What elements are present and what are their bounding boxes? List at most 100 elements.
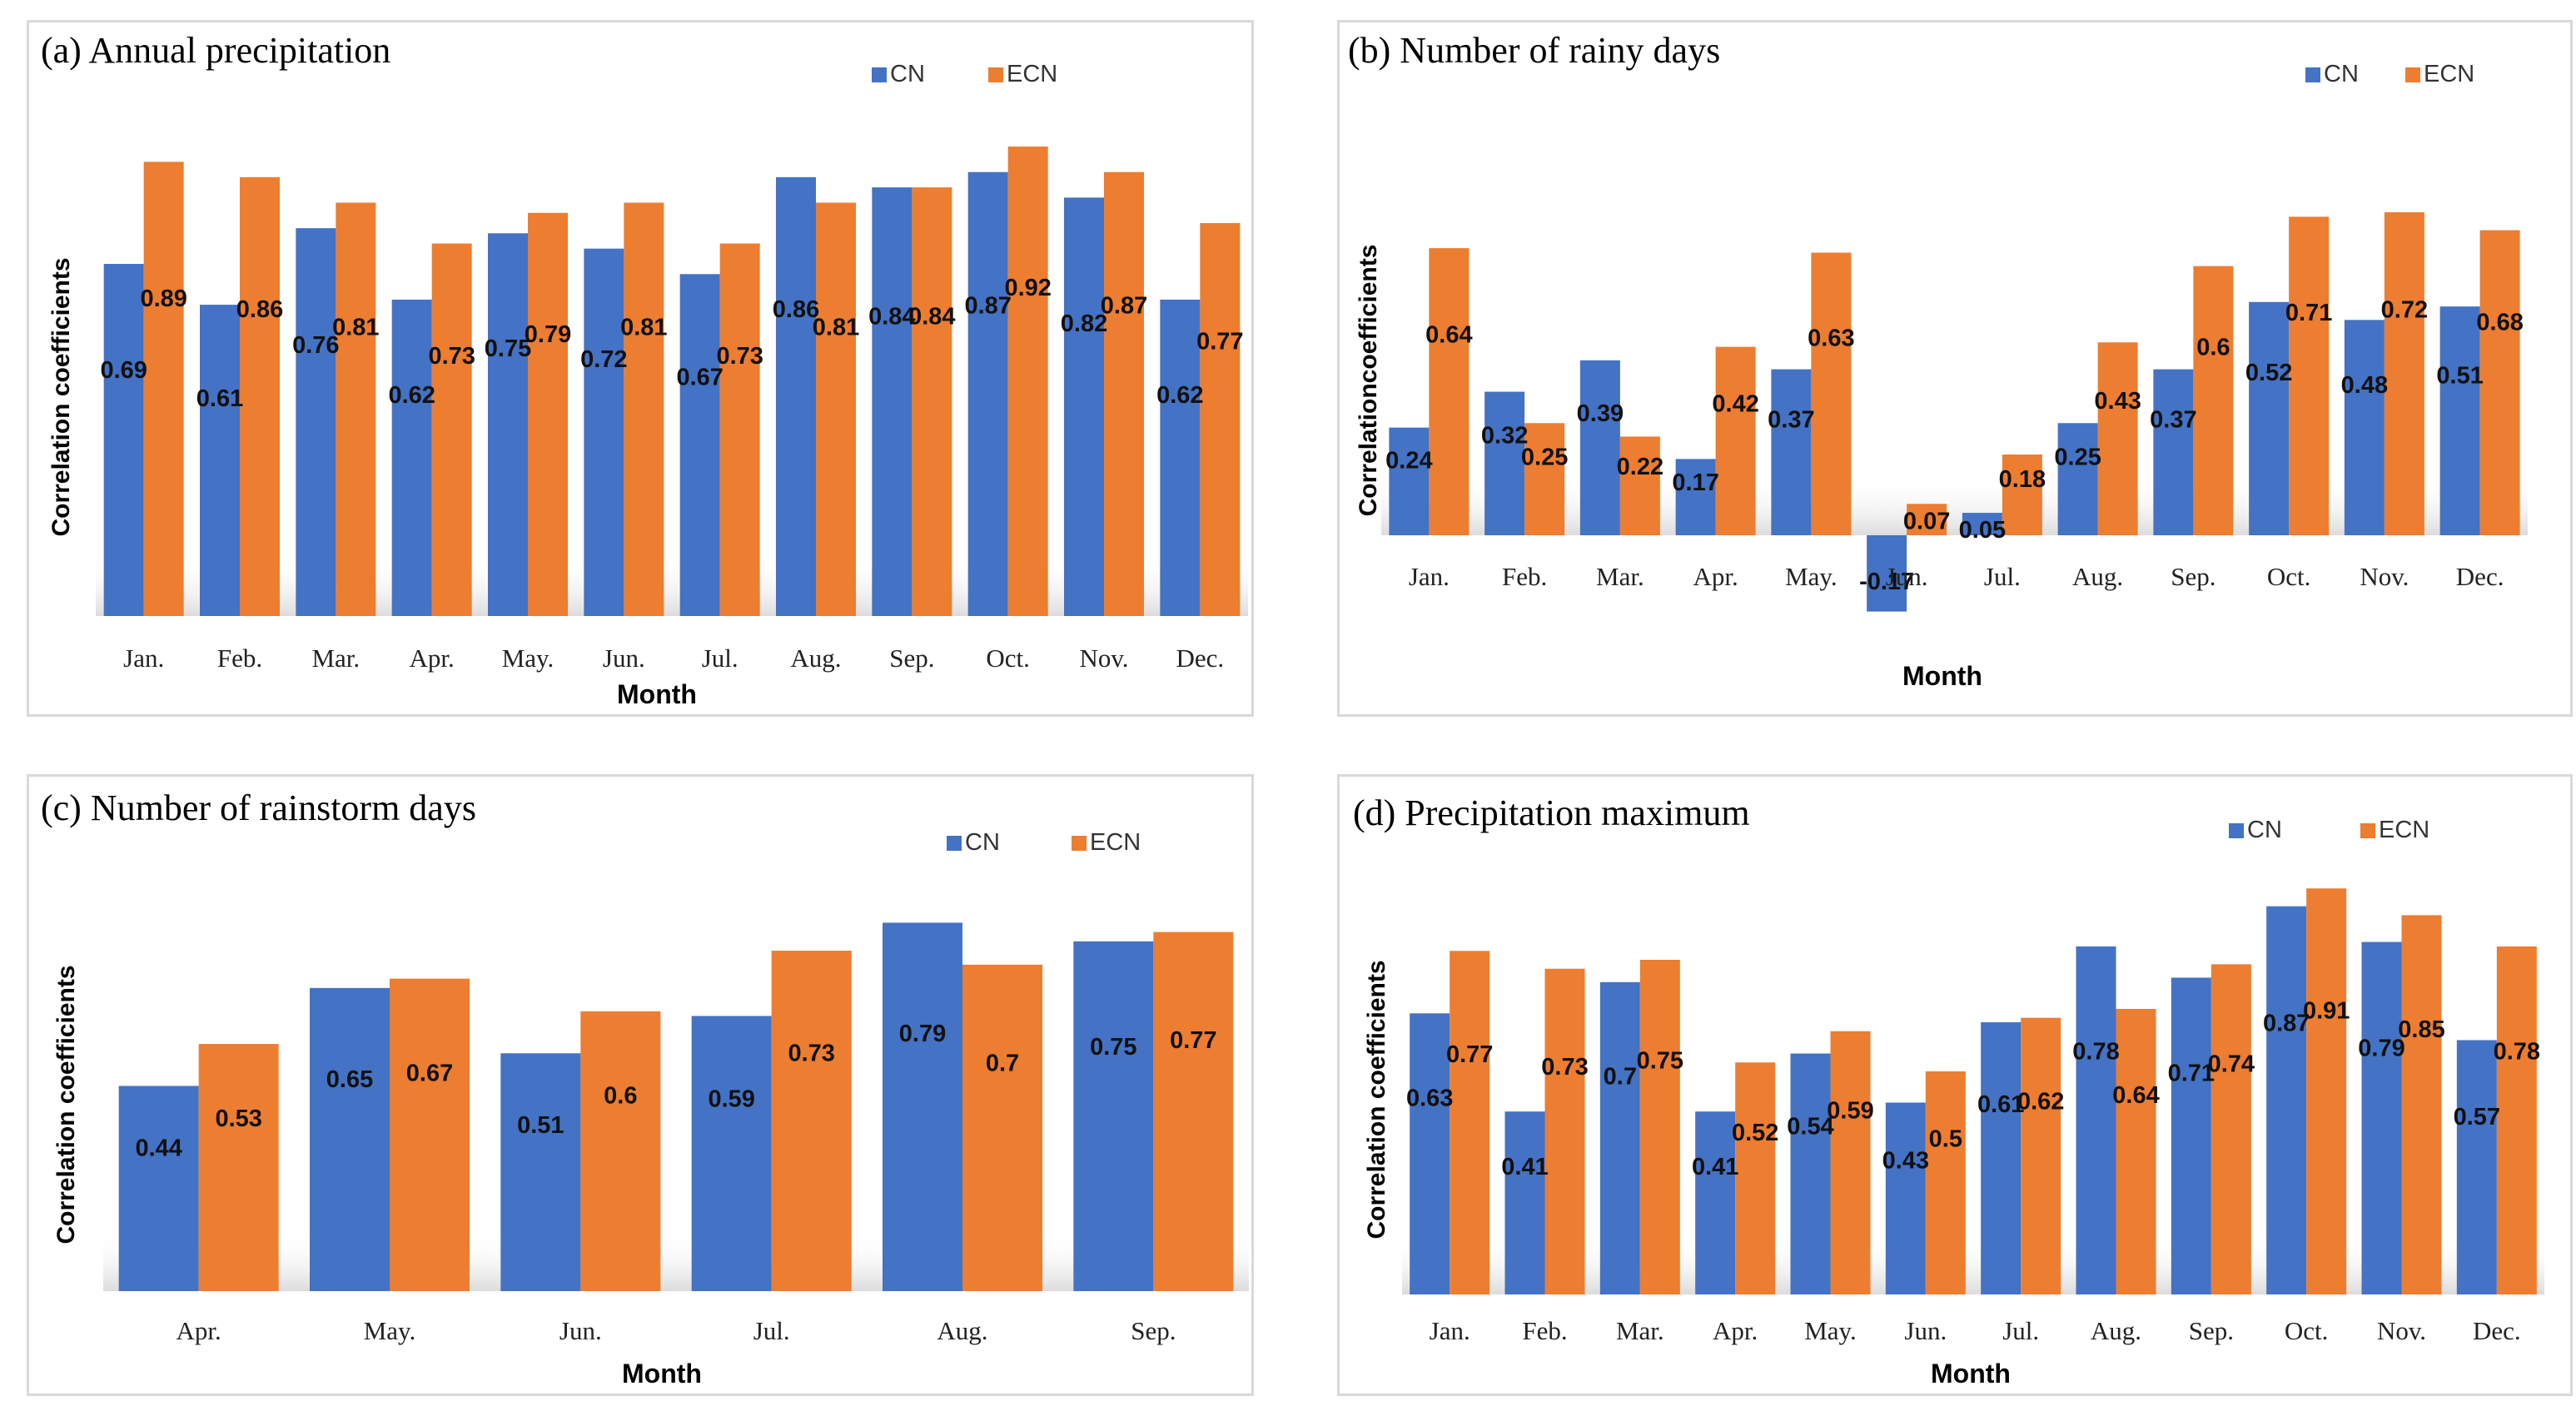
x-tick-label: Aug. xyxy=(2072,562,2123,591)
data-label-cn: 0.75 xyxy=(1090,1034,1136,1061)
bar-cn-sep xyxy=(2171,977,2211,1294)
bars-group xyxy=(103,147,1241,617)
data-label-ecn: 0.43 xyxy=(2094,388,2141,415)
bar-cn-jul xyxy=(1962,513,2002,535)
x-axis-label: Month xyxy=(622,1359,702,1389)
bar-ecn-may xyxy=(390,978,470,1291)
bar-cn-jun xyxy=(584,248,624,616)
data-label-ecn: 0.68 xyxy=(2476,309,2523,335)
bar-cn-sep xyxy=(1073,941,1154,1291)
bar-cn-oct xyxy=(967,171,1008,616)
x-axis-label: Month xyxy=(1902,661,1982,691)
bar-cn-apr xyxy=(1695,1111,1736,1294)
legend-swatch-ecn xyxy=(1072,836,1087,851)
bar-cn-feb xyxy=(200,305,240,616)
data-label-cn: 0.32 xyxy=(1481,422,1528,449)
data-label-ecn: 0.91 xyxy=(2303,998,2350,1025)
bar-ecn-jul xyxy=(719,243,760,616)
x-tick-label: Jan. xyxy=(1409,562,1450,591)
data-label-ecn: 0.6 xyxy=(2196,335,2230,361)
bars-group xyxy=(1410,888,2537,1294)
data-label-ecn: 0.75 xyxy=(1637,1048,1683,1075)
x-tick-label: Nov. xyxy=(1079,643,1128,673)
data-label-cn: 0.63 xyxy=(1406,1086,1453,1112)
bar-cn-sep xyxy=(872,187,913,616)
data-label-ecn: 0.73 xyxy=(428,343,475,370)
bar-cn-apr xyxy=(118,1086,199,1291)
data-label-ecn: 0.07 xyxy=(1903,508,1950,534)
bar-ecn-dec xyxy=(2479,230,2520,535)
data-label-ecn: 0.52 xyxy=(1732,1120,1778,1146)
data-label-cn: 0.61 xyxy=(196,385,243,412)
x-tick-label: Aug. xyxy=(937,1316,987,1345)
data-label-cn: 0.82 xyxy=(1061,311,1107,337)
plot-shadow-band xyxy=(96,558,1248,616)
bar-ecn-dec xyxy=(2496,946,2537,1294)
x-tick-label: Apr. xyxy=(1713,1316,1758,1345)
legend-label-ecn: ECN xyxy=(1007,61,1057,87)
data-label-cn: 0.7 xyxy=(1604,1063,1637,1090)
bar-ecn-jan xyxy=(143,161,184,616)
data-label-cn: 0.59 xyxy=(708,1086,754,1113)
data-label-cn: 0.17 xyxy=(1672,470,1718,496)
x-tick-label: May. xyxy=(1785,562,1838,591)
x-tick-label: Sep. xyxy=(2189,1316,2234,1345)
legend-label-cn: CN xyxy=(2324,61,2359,87)
bar-ecn-sep xyxy=(2210,964,2251,1294)
legend-swatch-cn xyxy=(872,67,887,82)
chart-title: (d) Precipitation maximum xyxy=(1353,792,1750,833)
bar-cn-aug xyxy=(883,922,962,1291)
bar-ecn-apr xyxy=(198,1044,279,1291)
bar-ecn-aug xyxy=(2097,342,2138,535)
x-tick-label: Nov. xyxy=(2360,562,2409,591)
bar-cn-dec xyxy=(1160,299,1201,616)
legend-swatch-ecn xyxy=(2360,823,2375,838)
legend-label-ecn: ECN xyxy=(2379,817,2429,843)
bar-ecn-nov xyxy=(2384,212,2424,535)
legend-swatch-ecn xyxy=(2405,67,2420,82)
chart-title: (a) Annual precipitation xyxy=(41,30,390,71)
data-label-cn: 0.87 xyxy=(2263,1011,2310,1037)
bar-cn-aug xyxy=(2076,946,2116,1294)
data-label-cn: 0.86 xyxy=(773,296,819,323)
bar-ecn-aug xyxy=(816,202,856,616)
x-tick-label: Feb. xyxy=(217,643,262,673)
chart-panel-rainstorm-days: (c) Number of rainstorm days CN ECN Corr… xyxy=(27,774,1254,1396)
chart-svg-precipitation-maximum: (d) Precipitation maximum CN ECN Correla… xyxy=(1353,792,2544,1389)
bar-cn-aug xyxy=(2057,423,2098,535)
chart-panel-rainy-days: (b) Number of rainy days CN ECN Correlat… xyxy=(1337,20,2573,717)
data-label-ecn: 0.92 xyxy=(1004,275,1051,301)
x-tick-label: Jun. xyxy=(603,643,645,673)
bar-cn-jun xyxy=(1867,535,1907,612)
data-label-cn: 0.37 xyxy=(2150,406,2196,433)
bar-cn-jul xyxy=(691,1016,772,1291)
bar-ecn-oct xyxy=(2289,216,2330,535)
data-label-ecn: 0.77 xyxy=(1196,329,1243,355)
data-label-cn: 0.62 xyxy=(388,382,435,409)
data-label-ecn: 0.73 xyxy=(788,1041,834,1067)
bar-ecn-aug xyxy=(962,964,1042,1291)
data-label-ecn: 0.42 xyxy=(1712,391,1758,418)
data-label-cn: 0.61 xyxy=(1977,1091,2024,1118)
bar-cn-feb xyxy=(1484,391,1525,535)
data-label-cn: 0.51 xyxy=(2436,363,2483,390)
bar-ecn-jul xyxy=(2021,1017,2061,1294)
bar-cn-jun xyxy=(500,1053,581,1291)
bar-cn-jan xyxy=(1389,427,1430,535)
x-tick-label: Dec. xyxy=(2473,1316,2521,1345)
data-label-cn: 0.72 xyxy=(580,346,627,373)
data-label-ecn: 0.86 xyxy=(236,296,283,323)
data-label-ecn: 0.64 xyxy=(2112,1082,2159,1109)
plot-shadow-band xyxy=(1402,1236,2544,1294)
x-tick-label: Mar. xyxy=(1596,562,1644,591)
data-label-cn: 0.76 xyxy=(292,332,339,359)
legend-label-cn: CN xyxy=(890,61,925,87)
data-label-ecn: 0.81 xyxy=(813,314,859,340)
bar-ecn-feb xyxy=(1544,968,1585,1294)
bar-cn-nov xyxy=(2344,320,2385,535)
chart-svg-annual-precipitation: (a) Annual precipitation CN ECN Correlat… xyxy=(41,30,1248,709)
bar-ecn-feb xyxy=(1524,423,1565,535)
bar-ecn-mar xyxy=(336,202,376,616)
legend-swatch-cn xyxy=(2305,67,2320,82)
plot-shadow-band xyxy=(1381,477,2528,535)
